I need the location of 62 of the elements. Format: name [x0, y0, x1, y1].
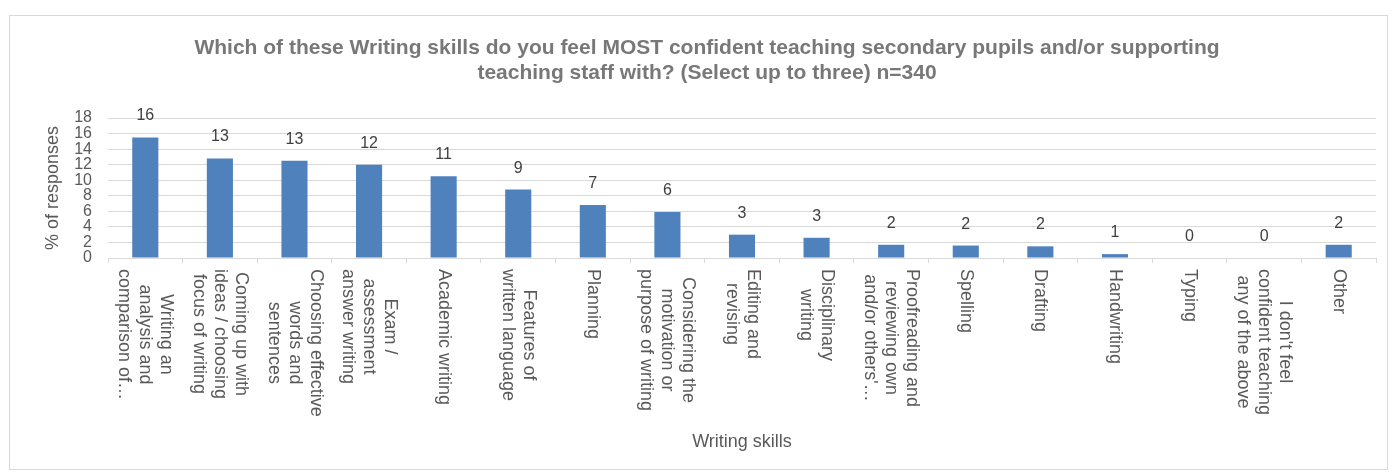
data-label: 3: [737, 203, 747, 221]
y-axis-title: % of responses: [41, 125, 62, 251]
x-tick-label: Spelling: [956, 269, 977, 334]
y-tick-label: 16: [74, 123, 93, 141]
data-label: 1: [1110, 223, 1120, 241]
data-label: 2: [1334, 213, 1344, 231]
bar: [579, 205, 606, 258]
y-tick-label: 4: [83, 217, 93, 235]
bar: [505, 189, 532, 258]
x-tick-label: Drafting: [1031, 269, 1052, 333]
data-label: 12: [360, 133, 379, 151]
y-tick-label: 18: [74, 108, 93, 126]
data-label: 9: [513, 158, 523, 176]
x-tick-label: Disciplinary writing: [797, 269, 839, 362]
bar: [952, 245, 979, 258]
bar: [281, 160, 308, 258]
x-tick-label: Typing: [1180, 268, 1201, 323]
data-label: 2: [886, 213, 896, 231]
y-tick-label: 10: [74, 170, 93, 188]
data-label: 7: [588, 174, 598, 192]
y-tick-label: 6: [83, 201, 93, 219]
x-tick-label: Planning: [583, 269, 604, 340]
data-label: 0: [1259, 227, 1269, 244]
x-tick-label: Academic writing: [434, 269, 455, 406]
x-tick-label: Other: [1329, 268, 1350, 315]
x-tick-label: Proofreading and reviewing own and/or others'…: [861, 269, 924, 408]
bar: [654, 212, 681, 258]
data-label: 13: [285, 129, 304, 147]
y-tick-label: 8: [83, 186, 93, 204]
x-tick-label: Writing an analysis and comparison of…: [115, 269, 178, 401]
x-tick-label: Handwriting: [1105, 269, 1126, 365]
y-tick-label: 14: [74, 139, 93, 157]
bar: [1325, 244, 1352, 258]
data-label: 3: [812, 206, 822, 224]
bar: [1027, 246, 1054, 258]
bar: [206, 158, 233, 258]
data-label: 13: [210, 127, 229, 145]
bar: [728, 234, 756, 258]
y-tick-label: 0: [83, 248, 93, 266]
y-tick-label: 2: [83, 232, 93, 250]
x-axis-title: Writing skills: [692, 431, 792, 452]
x-tick-label: I don't feel confident teaching any of the above: [1234, 269, 1297, 416]
data-label: 0: [1185, 227, 1195, 244]
bar: [803, 237, 830, 258]
x-tick-label: Coming up with ideas / choosing focus of writing: [189, 269, 252, 400]
data-label: 16: [136, 106, 155, 124]
data-label: 6: [662, 181, 672, 199]
data-label: 11: [435, 145, 453, 163]
bar: [430, 176, 457, 258]
x-tick-label: Features of written language: [498, 268, 540, 402]
data-label: 2: [961, 214, 971, 232]
x-tick-label: Choosing effective words and sentences: [264, 269, 327, 417]
x-tick-label: Considering the motivation or purpose of writing: [637, 269, 700, 412]
y-tick-label: 12: [74, 155, 93, 173]
bar: [132, 137, 159, 258]
x-tick-label: Editing and revising: [722, 269, 764, 360]
bar: [1101, 254, 1128, 258]
x-tick-label: Exam / assessment answer writing: [339, 269, 402, 385]
bar: [878, 244, 905, 258]
chart-title: Which of these Writing skills do you feel MOST confident teaching secondary pupils and/or supporting teaching staff with? (Select up to three) n=340: [194, 34, 1220, 83]
bar: [356, 164, 383, 258]
data-label: 2: [1035, 215, 1045, 233]
